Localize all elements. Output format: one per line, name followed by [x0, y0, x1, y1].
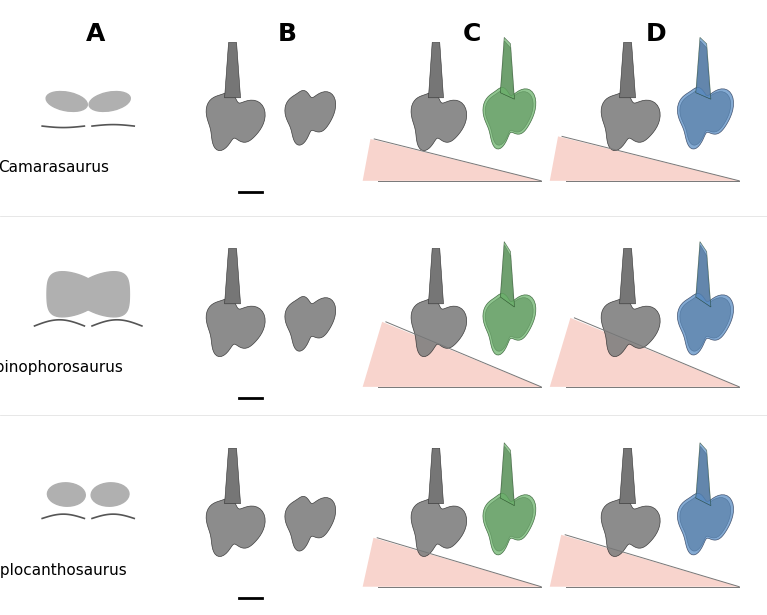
- Polygon shape: [500, 242, 515, 307]
- Polygon shape: [550, 535, 739, 587]
- Polygon shape: [285, 296, 336, 351]
- Polygon shape: [601, 92, 660, 151]
- Polygon shape: [285, 90, 336, 145]
- Polygon shape: [620, 248, 636, 304]
- Ellipse shape: [48, 483, 85, 506]
- Polygon shape: [677, 493, 733, 555]
- Text: Camarasaurus: Camarasaurus: [0, 160, 109, 175]
- Polygon shape: [483, 493, 536, 555]
- Polygon shape: [429, 448, 443, 504]
- Polygon shape: [500, 443, 515, 506]
- Polygon shape: [483, 87, 536, 149]
- Bar: [564, 18, 763, 203]
- Polygon shape: [500, 38, 515, 99]
- Polygon shape: [225, 248, 241, 304]
- Polygon shape: [225, 42, 241, 98]
- Polygon shape: [486, 296, 533, 351]
- Bar: [376, 18, 564, 203]
- Polygon shape: [696, 443, 711, 506]
- Bar: [169, 224, 368, 409]
- Text: D: D: [646, 22, 666, 46]
- Polygon shape: [483, 293, 536, 355]
- Polygon shape: [429, 248, 443, 304]
- Polygon shape: [696, 38, 711, 99]
- Polygon shape: [411, 498, 466, 557]
- Polygon shape: [677, 87, 733, 149]
- Polygon shape: [363, 322, 542, 387]
- Polygon shape: [620, 448, 636, 504]
- Bar: [169, 18, 368, 203]
- Polygon shape: [696, 242, 711, 307]
- Polygon shape: [411, 92, 466, 151]
- Polygon shape: [696, 446, 710, 506]
- Ellipse shape: [89, 92, 130, 111]
- Polygon shape: [501, 446, 514, 506]
- Polygon shape: [285, 496, 336, 551]
- Polygon shape: [363, 538, 542, 587]
- Polygon shape: [550, 318, 739, 387]
- Polygon shape: [47, 272, 101, 317]
- Polygon shape: [696, 245, 710, 307]
- Text: Haplocanthosaurus: Haplocanthosaurus: [0, 563, 127, 577]
- Polygon shape: [620, 42, 636, 98]
- Polygon shape: [75, 272, 130, 317]
- Bar: [564, 424, 763, 609]
- Polygon shape: [550, 137, 739, 181]
- Ellipse shape: [46, 92, 87, 111]
- Text: B: B: [278, 22, 297, 46]
- Ellipse shape: [91, 483, 129, 506]
- Polygon shape: [680, 296, 731, 351]
- Text: C: C: [463, 22, 481, 46]
- Polygon shape: [601, 298, 660, 357]
- Polygon shape: [696, 41, 710, 99]
- Polygon shape: [486, 90, 533, 145]
- Polygon shape: [601, 498, 660, 557]
- Polygon shape: [680, 90, 731, 145]
- Polygon shape: [429, 42, 443, 98]
- Text: Spinophorosaurus: Spinophorosaurus: [0, 360, 123, 375]
- Polygon shape: [411, 298, 466, 357]
- Polygon shape: [363, 139, 542, 181]
- Bar: [169, 424, 368, 609]
- Bar: [376, 424, 564, 609]
- Polygon shape: [677, 293, 733, 355]
- Polygon shape: [501, 41, 514, 99]
- Polygon shape: [206, 92, 265, 151]
- Polygon shape: [486, 496, 533, 551]
- Polygon shape: [501, 245, 514, 307]
- Polygon shape: [680, 496, 731, 551]
- Text: A: A: [86, 22, 106, 46]
- Polygon shape: [206, 298, 265, 357]
- Polygon shape: [225, 448, 241, 504]
- Polygon shape: [206, 498, 265, 557]
- Bar: [376, 224, 564, 409]
- Bar: [564, 224, 763, 409]
